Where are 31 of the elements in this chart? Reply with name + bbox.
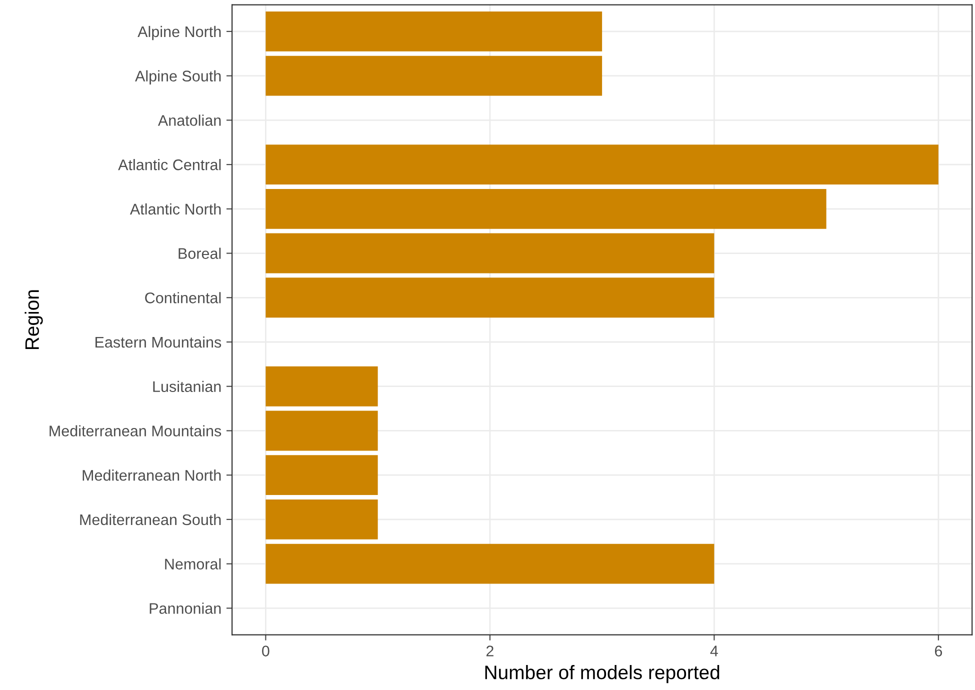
bar: [266, 188, 826, 229]
y-tick-label: Eastern Mountains: [96, 336, 222, 348]
y-tick-label: Pannonian: [150, 602, 221, 614]
x-tick-label: 6: [934, 646, 942, 656]
y-axis-title: Region: [24, 290, 43, 350]
bar: [266, 278, 714, 318]
bar: [266, 56, 602, 96]
bar: [266, 455, 378, 496]
y-tick-label: Boreal: [178, 248, 221, 259]
y-tick-label: Atlantic North: [130, 203, 221, 215]
bar: [266, 233, 714, 274]
x-tick-label: 4: [710, 646, 718, 656]
y-tick-label: Alpine South: [135, 70, 221, 85]
bar: [266, 11, 602, 52]
y-tick-label: Lusitanian: [153, 380, 221, 392]
bar: [266, 366, 378, 406]
y-tick-label: Atlantic Central: [118, 159, 221, 170]
x-tick-label: 2: [486, 646, 494, 656]
bar: [266, 144, 938, 185]
bar: [266, 410, 378, 451]
y-tick-label: Mediterranean South: [80, 514, 221, 526]
y-tick-label: Anatolian: [158, 114, 221, 126]
y-tick-label: Continental: [145, 292, 221, 304]
y-tick-label: Alpine North: [138, 26, 221, 40]
bar: [266, 499, 378, 540]
y-tick-label: Nemoral: [165, 558, 221, 570]
y-tick-label: Mediterranean Mountains: [50, 425, 222, 436]
x-axis-title: Number of models reported: [485, 665, 720, 684]
x-tick-label: 0: [262, 646, 270, 656]
y-tick-label: Mediterranean North: [82, 470, 221, 481]
bar: [266, 544, 714, 584]
